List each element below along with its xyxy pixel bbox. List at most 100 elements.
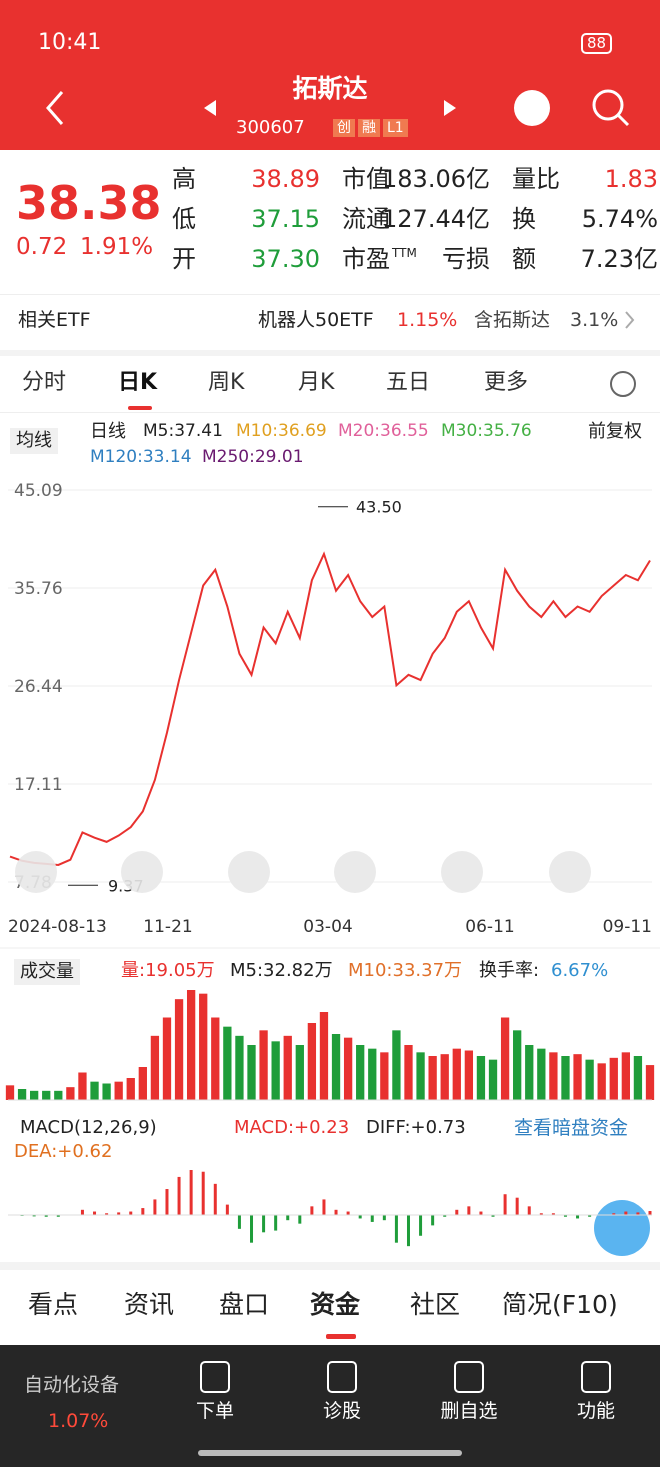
ma-legend-item: M5:37.41 <box>143 421 223 441</box>
macd-bar <box>467 1206 471 1215</box>
macd-bar <box>370 1215 374 1222</box>
macd-bar <box>334 1209 338 1215</box>
chart-tab[interactable]: 周K <box>208 370 245 395</box>
diff-value: DIFF:+0.73 <box>366 1117 466 1138</box>
volume-bar <box>597 1063 606 1100</box>
tag: 融 <box>358 119 380 137</box>
macd-bar <box>503 1194 507 1215</box>
x-tick-label: 09-11 <box>603 917 652 937</box>
chart-control[interactable] <box>228 851 270 893</box>
chart-control[interactable] <box>15 851 57 893</box>
change-pct: 1.91% <box>80 234 154 260</box>
macd-bar <box>141 1208 145 1215</box>
tab-indicator <box>326 1334 356 1339</box>
etf-label[interactable]: 相关ETF <box>18 309 91 331</box>
volume-bar <box>17 1089 27 1100</box>
volume-bar <box>211 1017 220 1100</box>
stat-label: 流通 <box>342 205 390 233</box>
stat-label: 额 <box>512 245 536 273</box>
adjust[interactable]: 前复权 <box>588 421 642 442</box>
volume-bar <box>645 1065 655 1100</box>
bottom-tab[interactable]: 看点 <box>28 1290 79 1319</box>
footer-action[interactable]: 功能 <box>576 1400 615 1422</box>
bottom-tab[interactable]: 简况(F10) <box>502 1290 618 1319</box>
chart-control[interactable] <box>549 851 591 893</box>
ma-legend-item: M250:29.01 <box>202 447 304 467</box>
macd-bar <box>250 1215 254 1243</box>
bottom-tab[interactable]: 资金 <box>310 1290 361 1319</box>
macd-bar <box>286 1215 290 1221</box>
x-tick-label: 2024-08-13 <box>8 917 107 937</box>
bottom-tab[interactable]: 社区 <box>410 1290 461 1319</box>
sector[interactable]: 自动化设备 <box>24 1374 120 1396</box>
volume-bar <box>573 1054 582 1100</box>
stat-sup: TTM <box>392 246 417 260</box>
volume-legend-item: 量:19.05万 <box>121 960 215 981</box>
etf-hold-pct: 3.1% <box>570 309 619 331</box>
bottom-tab[interactable]: 盘口 <box>219 1290 270 1319</box>
volume-bar <box>259 1030 268 1100</box>
macd-bar <box>443 1215 447 1217</box>
volume-bar <box>392 1030 401 1100</box>
macd-bar <box>165 1189 169 1215</box>
volume-bar <box>464 1050 474 1100</box>
bottom-tab[interactable]: 资讯 <box>124 1290 175 1319</box>
chart-control[interactable] <box>441 851 483 893</box>
etf-name[interactable]: 机器人50ETF <box>258 309 374 331</box>
y-tick-label: 45.09 <box>14 481 63 501</box>
chart-tab[interactable]: 分时 <box>22 370 67 395</box>
volume-bar <box>54 1090 63 1100</box>
volume-bar <box>66 1087 75 1100</box>
macd-selector[interactable]: MACD(12,26,9) <box>20 1117 157 1138</box>
y-tick-label: 26.44 <box>14 677 63 697</box>
ma-selector[interactable]: 均线 <box>10 428 58 454</box>
stat-value: 38.89 <box>251 165 320 193</box>
dark-pool-link[interactable]: 查看暗盘资金 <box>514 1117 629 1139</box>
tab-indicator <box>128 406 152 410</box>
chart-tab[interactable]: 更多 <box>484 370 529 395</box>
macd-bar <box>527 1206 531 1215</box>
volume-bar <box>452 1048 461 1100</box>
tip-button[interactable] <box>594 1200 650 1256</box>
stat-label: 开 <box>172 245 196 273</box>
macd-bar <box>189 1170 193 1215</box>
x-tick-label: 06-11 <box>465 917 514 937</box>
volume-selector[interactable]: 成交量 <box>14 959 80 985</box>
volume-bar <box>295 1045 304 1100</box>
volume-bar <box>343 1037 353 1100</box>
macd-bar <box>20 1215 24 1216</box>
footer-action[interactable]: 删自选 <box>440 1400 498 1422</box>
y-tick-label: 35.76 <box>14 579 63 599</box>
battery: 88 <box>581 33 613 54</box>
volume-bar <box>78 1072 87 1100</box>
volume-bar <box>223 1026 232 1100</box>
chart-tab[interactable]: 五日 <box>386 370 431 395</box>
ma-legend-item: M20:36.55 <box>338 421 429 441</box>
volume-bar <box>199 993 208 1100</box>
volume-bar <box>404 1045 413 1100</box>
volume-bar <box>114 1081 123 1100</box>
volume-bar <box>138 1067 147 1100</box>
macd-bar <box>262 1215 266 1233</box>
stock-code: 300607 <box>236 117 305 138</box>
divider <box>0 350 660 356</box>
change: 0.72 <box>16 234 68 260</box>
footer-action[interactable]: 下单 <box>195 1400 234 1422</box>
stat-value: 37.15 <box>251 205 320 233</box>
chart-tab[interactable]: 日K <box>118 370 158 395</box>
macd-bar <box>322 1199 326 1215</box>
settings-icon[interactable] <box>610 371 636 397</box>
volume-bar <box>476 1056 486 1100</box>
chart-control[interactable] <box>121 851 163 893</box>
macd-bar <box>406 1215 410 1247</box>
macd-bar <box>213 1183 217 1215</box>
stat-label: 高 <box>172 165 196 193</box>
footer-action[interactable]: 诊股 <box>322 1400 361 1422</box>
ma-legend-item: M120:33.14 <box>90 447 192 467</box>
chart-control[interactable] <box>334 851 376 893</box>
volume-bar <box>561 1056 570 1100</box>
macd-bar <box>225 1204 229 1215</box>
chart-tab[interactable]: 月K <box>298 370 335 395</box>
etf-hold: 含拓斯达 <box>474 309 551 331</box>
